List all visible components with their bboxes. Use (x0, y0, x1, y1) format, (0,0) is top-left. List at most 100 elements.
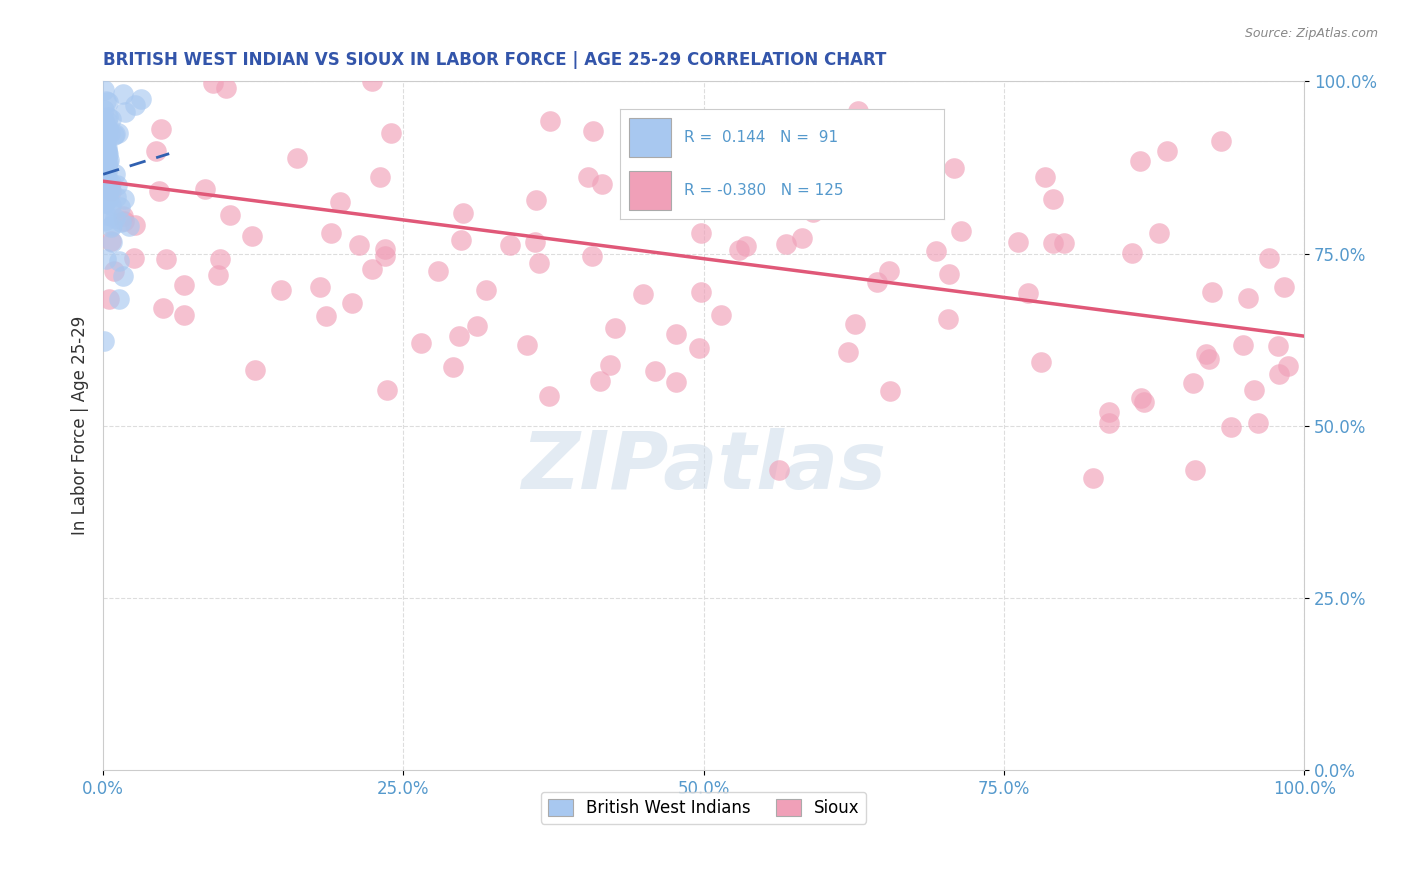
Point (96, 158, 118, 172)
Point (93, 160, 115, 174)
Point (208, 252, 231, 267)
Point (93, 149, 115, 163)
Point (1268, 368, 1291, 382)
Point (152, 301, 174, 315)
Point (173, 277, 195, 292)
Point (94, 95, 117, 109)
Point (93, 119, 115, 133)
Point (374, 243, 396, 257)
Point (411, 335, 433, 350)
Point (94, 173, 117, 187)
Point (1277, 359, 1299, 373)
Point (93, 141, 115, 155)
Point (1209, 134, 1232, 148)
Point (94, 179, 117, 194)
Point (93, 83, 115, 97)
Point (1133, 395, 1156, 409)
Point (110, 200, 132, 214)
Point (96, 252, 118, 267)
Point (1247, 417, 1270, 431)
Point (94, 169, 117, 183)
Point (1042, 192, 1064, 206)
Point (1098, 416, 1121, 430)
Legend: British West Indians, Sioux: British West Indians, Sioux (541, 792, 866, 823)
Point (112, 214, 135, 228)
Point (447, 328, 470, 343)
Point (1121, 245, 1143, 260)
Point (201, 76, 224, 90)
Point (1129, 154, 1152, 169)
Point (104, 211, 127, 225)
Point (589, 374, 612, 388)
Point (207, 268, 229, 282)
Point (1007, 235, 1029, 250)
Point (94, 180, 117, 194)
Point (499, 238, 522, 252)
Point (194, 182, 217, 196)
Point (94, 170, 117, 185)
Point (98, 126, 121, 140)
Point (96, 122, 118, 136)
Point (576, 169, 599, 184)
Point (148, 185, 170, 199)
Point (100, 219, 122, 234)
Point (754, 189, 776, 203)
Point (1237, 291, 1260, 305)
Point (581, 249, 603, 263)
Point (112, 209, 135, 223)
Point (97, 292, 120, 306)
Point (96, 165, 118, 179)
Point (1201, 285, 1223, 299)
Point (375, 383, 398, 397)
Point (97, 192, 120, 206)
Point (103, 264, 125, 278)
Point (527, 256, 550, 270)
Point (441, 359, 464, 374)
Point (1258, 251, 1281, 265)
Point (93, 175, 115, 189)
Point (96, 157, 118, 171)
Point (631, 286, 654, 301)
Point (145, 144, 167, 158)
Point (538, 114, 561, 128)
Point (93, 166, 115, 180)
Point (936, 312, 959, 326)
Point (124, 252, 146, 266)
Point (97, 95, 120, 110)
Point (97, 110, 120, 124)
Point (94, 145, 117, 160)
Point (103, 127, 125, 141)
Point (93, 193, 115, 207)
Point (869, 186, 891, 200)
Point (100, 197, 122, 211)
Point (866, 275, 889, 289)
Point (1156, 144, 1178, 158)
Point (110, 215, 132, 229)
Point (218, 208, 240, 222)
Point (1243, 383, 1265, 397)
Point (129, 92, 152, 106)
Point (644, 364, 666, 378)
Point (93, 150, 115, 164)
Point (690, 227, 713, 241)
Point (94, 183, 117, 197)
Point (215, 81, 238, 95)
Point (329, 194, 352, 209)
Point (591, 177, 613, 191)
Point (97, 187, 120, 202)
Point (94, 164, 117, 178)
Point (709, 309, 731, 323)
Point (1147, 227, 1170, 241)
Point (309, 279, 332, 293)
Point (93, 113, 115, 128)
Point (516, 338, 538, 352)
Point (879, 384, 901, 399)
Point (97, 155, 120, 169)
Point (94, 134, 117, 148)
Point (94, 139, 117, 153)
Point (537, 389, 560, 403)
Point (96, 128, 118, 143)
Point (1042, 235, 1064, 250)
Point (734, 238, 756, 252)
Point (924, 244, 946, 258)
